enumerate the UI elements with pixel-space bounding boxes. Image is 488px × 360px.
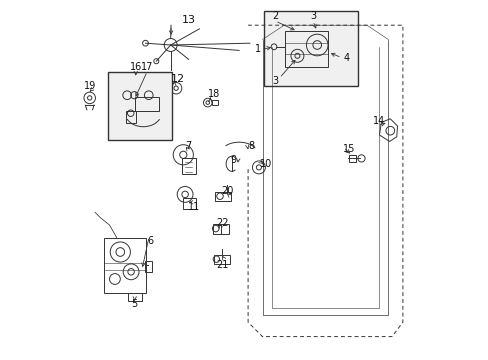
Text: 3: 3 [271, 76, 278, 86]
Bar [211, 100, 218, 105]
Text: 15: 15 [342, 144, 354, 154]
Text: 10: 10 [260, 159, 272, 169]
Text: 18: 18 [207, 89, 220, 99]
Text: 4: 4 [344, 53, 349, 63]
Bar [127, 293, 141, 301]
Text: 8: 8 [248, 141, 254, 151]
Text: 20: 20 [221, 186, 233, 196]
Bar [144, 261, 152, 272]
Bar [284, 31, 327, 67]
Text: 17: 17 [141, 62, 153, 72]
Text: 19: 19 [84, 81, 96, 91]
Text: 12: 12 [170, 74, 184, 84]
Text: 22: 22 [216, 218, 229, 228]
Bar [135, 97, 158, 112]
Text: 1: 1 [254, 44, 261, 54]
Bar [182, 198, 196, 209]
Text: 21: 21 [216, 260, 228, 270]
Text: 7: 7 [185, 141, 191, 151]
Text: 13: 13 [182, 15, 195, 25]
Bar [214, 192, 230, 201]
Text: 11: 11 [187, 202, 200, 212]
Bar [213, 256, 229, 265]
Text: 5: 5 [131, 299, 138, 309]
Bar [104, 238, 145, 293]
Bar [213, 224, 229, 234]
Bar [107, 72, 172, 140]
Text: 16: 16 [129, 62, 142, 72]
Bar [348, 155, 356, 162]
Bar [125, 111, 136, 123]
Bar [264, 11, 357, 86]
Text: 9: 9 [230, 155, 236, 165]
Text: 3: 3 [309, 11, 315, 21]
Bar [181, 158, 196, 174]
Text: 6: 6 [147, 236, 154, 246]
Text: 14: 14 [373, 116, 385, 126]
Text: 2: 2 [271, 11, 278, 21]
